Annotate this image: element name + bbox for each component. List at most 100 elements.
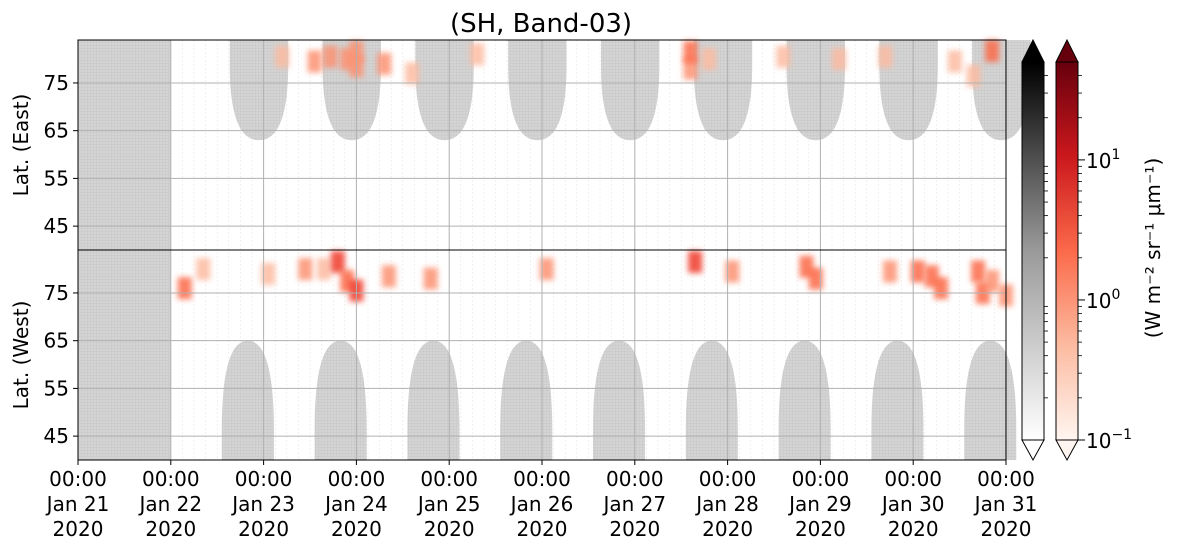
- emission-patch: [683, 40, 698, 63]
- y-tick-label: 65: [44, 119, 69, 143]
- emission-patch: [307, 50, 322, 73]
- x-tick-label: 00:00: [792, 467, 850, 491]
- emission-patch: [377, 52, 392, 75]
- x-tick-label: 00:00: [142, 467, 200, 491]
- emission-patch: [423, 267, 438, 290]
- emission-patch: [683, 57, 698, 80]
- colorbar-tick-label: 10−1: [1086, 427, 1132, 453]
- emission-patch: [934, 277, 949, 300]
- emission-patch: [776, 45, 791, 68]
- x-tick-label: Jan 22: [137, 492, 202, 516]
- x-tick-label: 00:00: [699, 467, 757, 491]
- plot-area: [77, 39, 1031, 461]
- x-tick-label: 00:00: [328, 467, 386, 491]
- x-tick-label: Jan 29: [787, 492, 852, 516]
- x-tick-label: 2020: [238, 517, 289, 541]
- gray-lobe-east: [415, 40, 474, 141]
- x-tick-label: Jan 25: [416, 492, 481, 516]
- x-tick-label: 2020: [981, 517, 1032, 541]
- gray-lobe-west: [778, 340, 831, 460]
- x-tick-label: 2020: [888, 517, 939, 541]
- gray-lobe-west: [500, 340, 553, 460]
- emission-patch: [316, 258, 331, 281]
- gray-lobe-west: [407, 340, 460, 460]
- emission-patch: [261, 262, 276, 285]
- emission-patch: [985, 270, 1000, 293]
- emission-patch: [330, 250, 345, 273]
- x-tick-label: 00:00: [513, 467, 571, 491]
- emission-patch: [275, 45, 290, 68]
- x-tick-label: 2020: [145, 517, 196, 541]
- x-tick-label: Jan 27: [601, 492, 666, 516]
- colorbar-greys: [1021, 61, 1045, 441]
- y-tick-label: 45: [44, 214, 69, 238]
- emission-patch: [196, 258, 211, 281]
- emission-patch: [702, 48, 717, 71]
- x-tick-label: 2020: [517, 517, 568, 541]
- emission-patch: [323, 45, 338, 68]
- x-tick-label: Jan 31: [973, 492, 1038, 516]
- y-tick-label: 75: [44, 281, 69, 305]
- colorbar-extend-min: [1055, 439, 1079, 462]
- x-tick-label: 00:00: [420, 467, 478, 491]
- colorbar-label: (W m⁻² sr⁻¹ μm⁻¹): [1141, 158, 1165, 339]
- colorbar-tick-label: 100: [1086, 287, 1120, 313]
- y-tick-label: 55: [44, 376, 69, 400]
- colorbar-extend-max: [1055, 38, 1079, 63]
- x-tick-label: Jan 28: [694, 492, 759, 516]
- x-tick-label: 2020: [424, 517, 475, 541]
- gray-lobe-east: [786, 40, 845, 141]
- emission-patch: [405, 62, 420, 85]
- y-axis-label-east: Lat. (East): [9, 94, 33, 197]
- gray-lobe-east: [508, 40, 567, 141]
- emission-patch: [470, 43, 485, 66]
- emission-patch: [831, 48, 846, 71]
- x-tick-label: 00:00: [884, 467, 942, 491]
- emission-patch: [539, 258, 554, 281]
- x-tick-label: Jan 24: [323, 492, 388, 516]
- y-tick-label: 45: [44, 424, 69, 448]
- gray-lobe-west: [871, 340, 924, 460]
- emission-patch: [985, 40, 1000, 62]
- x-tick-label: Jan 21: [45, 492, 110, 516]
- x-tick-label: Jan 23: [230, 492, 295, 516]
- gray-lobe-east: [879, 40, 938, 141]
- x-tick-label: 00:00: [49, 467, 107, 491]
- x-tick-label: Jan 30: [880, 492, 945, 516]
- emission-patch: [381, 265, 396, 288]
- y-tick-label: 75: [44, 71, 69, 95]
- gray-lobe-west: [685, 340, 738, 460]
- x-tick-label: 2020: [702, 517, 753, 541]
- x-tick-label: Jan 26: [509, 492, 574, 516]
- x-tick-label: 00:00: [977, 467, 1035, 491]
- x-tick-label: 2020: [795, 517, 846, 541]
- x-tick-label: 2020: [331, 517, 382, 541]
- emission-patch: [725, 260, 740, 283]
- x-tick-label: 2020: [53, 517, 104, 541]
- emission-patches: [177, 40, 1013, 307]
- x-tick-label: 00:00: [235, 467, 293, 491]
- gray-lobe-west: [592, 340, 646, 460]
- gray-lobe-west: [314, 340, 367, 460]
- emission-patch: [883, 260, 897, 283]
- emission-patch: [177, 277, 192, 300]
- emission-patch: [947, 50, 962, 73]
- y-tick-label: 65: [44, 329, 69, 353]
- colorbar-extend-max: [1021, 38, 1045, 63]
- gray-lobe-east: [972, 40, 1031, 141]
- emission-patch: [910, 260, 925, 283]
- emission-patch: [971, 260, 986, 283]
- y-tick-label: 55: [44, 166, 69, 190]
- y-axis: 45 55 65 75 75 65 55 45: [44, 71, 78, 448]
- emission-patch: [688, 250, 703, 273]
- gray-lobe-west: [964, 340, 1017, 460]
- x-tick-label: 2020: [609, 517, 660, 541]
- colorbar-reds: [1055, 61, 1079, 441]
- emission-patch: [966, 64, 981, 87]
- emission-patch: [298, 258, 313, 281]
- gray-lobe-east: [600, 40, 660, 141]
- emission-patch: [808, 267, 823, 290]
- x-tick-label: 00:00: [606, 467, 664, 491]
